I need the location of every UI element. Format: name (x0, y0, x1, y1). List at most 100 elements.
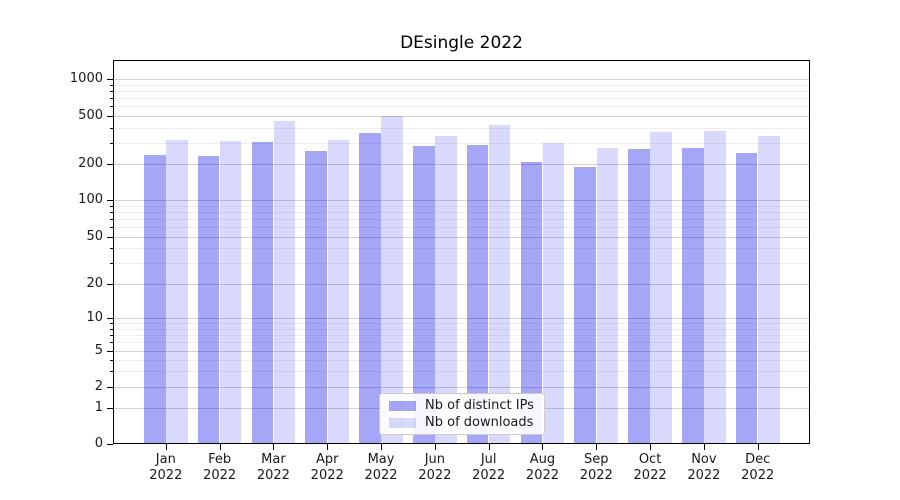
y-tick-label-20: 20 (86, 275, 103, 291)
y-tick-label-5: 5 (94, 342, 103, 358)
y-tick-label-2: 2 (94, 379, 103, 395)
x-tick (488, 443, 490, 450)
x-tick-label-oct: Oct 2022 (633, 452, 667, 483)
y-minor-tick (109, 334, 113, 336)
x-tick (703, 443, 705, 450)
bar-distinct-ips-apr (305, 151, 327, 444)
x-tick (596, 443, 598, 450)
bar-downloads-dec (758, 136, 780, 444)
minor-gridline (113, 262, 810, 264)
bar-distinct-ips-sep (574, 166, 596, 444)
y-tick (107, 200, 113, 201)
y-tick-label-0: 0 (94, 435, 103, 451)
legend: Nb of distinct IPs Nb of downloads (379, 393, 545, 435)
major-gridline (113, 350, 810, 352)
y-minor-tick (109, 323, 113, 325)
x-tick (165, 443, 167, 450)
bar-downloads-may (381, 116, 403, 444)
minor-gridline (113, 371, 810, 373)
x-tick-label-apr: Apr 2022 (310, 452, 344, 483)
minor-gridline (113, 142, 810, 144)
bar-downloads-oct (650, 131, 672, 444)
y-minor-tick (109, 142, 113, 144)
bar-distinct-ips-feb (197, 155, 220, 444)
x-tick (381, 443, 383, 450)
x-tick (650, 443, 652, 450)
bar-downloads-jul (488, 125, 511, 444)
y-tick (107, 350, 113, 352)
x-tick-label-jul: Jul 2022 (472, 452, 506, 483)
bar-downloads-sep (596, 148, 619, 444)
bar-distinct-ips-dec (735, 152, 758, 444)
minor-gridline (113, 211, 810, 213)
y-tick (107, 116, 113, 117)
y-minor-tick (109, 98, 113, 100)
major-gridline (113, 79, 810, 81)
x-tick (219, 443, 221, 450)
x-tick-label-nov: Nov 2022 (687, 452, 721, 483)
y-minor-tick (109, 359, 113, 361)
y-minor-tick (109, 218, 113, 220)
bar-distinct-ips-oct (628, 149, 650, 444)
minor-gridline (113, 205, 810, 207)
y-minor-tick (109, 248, 113, 250)
y-minor-tick (109, 91, 113, 93)
x-tick-label-mar: Mar 2022 (256, 452, 290, 483)
minor-gridline (113, 127, 810, 129)
minor-gridline (113, 248, 810, 250)
x-tick-label-jan: Jan 2022 (149, 452, 183, 483)
y-tick-label-100: 100 (78, 192, 103, 207)
y-minor-tick (109, 106, 113, 108)
bar-downloads-jan (166, 140, 188, 444)
bar-distinct-ips-jul (466, 144, 489, 444)
x-tick-label-dec: Dec 2022 (741, 452, 775, 483)
y-tick (107, 236, 113, 238)
x-tick (273, 443, 275, 450)
bar-distinct-ips-may (359, 132, 381, 444)
x-tick (757, 443, 759, 450)
legend-label-downloads: Nb of downloads (425, 415, 534, 430)
bar-distinct-ips-jun (413, 145, 435, 444)
y-minor-tick (109, 342, 113, 344)
y-tick-label-1000: 1000 (69, 71, 103, 87)
y-tick (107, 318, 113, 320)
bar-downloads-nov (704, 131, 726, 444)
major-gridline (113, 116, 810, 117)
bar-distinct-ips-mar (251, 142, 274, 444)
y-minor-tick (109, 227, 113, 229)
y-tick-label-1: 1 (94, 400, 103, 416)
legend-label-distinct-ips: Nb of distinct IPs (425, 398, 534, 413)
major-gridline (113, 387, 810, 389)
y-tick-label-50: 50 (86, 228, 103, 244)
y-tick (107, 443, 113, 445)
bar-distinct-ips-aug (520, 161, 543, 444)
y-minor-tick (109, 328, 113, 330)
minor-gridline (113, 84, 810, 86)
legend-swatch-downloads (389, 417, 416, 428)
y-minor-tick (109, 205, 113, 207)
legend-swatch-distinct-ips (389, 400, 416, 411)
y-minor-tick (109, 127, 113, 129)
major-gridline (113, 200, 810, 201)
minor-gridline (113, 342, 810, 344)
y-tick (107, 387, 113, 389)
major-gridline (113, 236, 810, 238)
legend-item-distinct-ips: Nb of distinct IPs (389, 398, 535, 413)
x-tick (434, 443, 436, 450)
minor-gridline (113, 218, 810, 220)
x-tick (327, 443, 329, 450)
minor-gridline (113, 98, 810, 100)
y-tick-label-500: 500 (78, 108, 103, 123)
y-tick-label-200: 200 (78, 156, 103, 172)
y-minor-tick (109, 262, 113, 264)
minor-gridline (113, 359, 810, 361)
x-tick-label-aug: Aug 2022 (525, 452, 560, 483)
bar-distinct-ips-jan (144, 154, 166, 444)
y-tick (107, 164, 113, 166)
major-gridline (113, 318, 810, 320)
y-minor-tick (109, 371, 113, 373)
bar-distinct-ips-nov (682, 147, 704, 444)
x-tick-label-feb: Feb 2022 (203, 452, 237, 483)
bar-downloads-mar (273, 120, 296, 444)
